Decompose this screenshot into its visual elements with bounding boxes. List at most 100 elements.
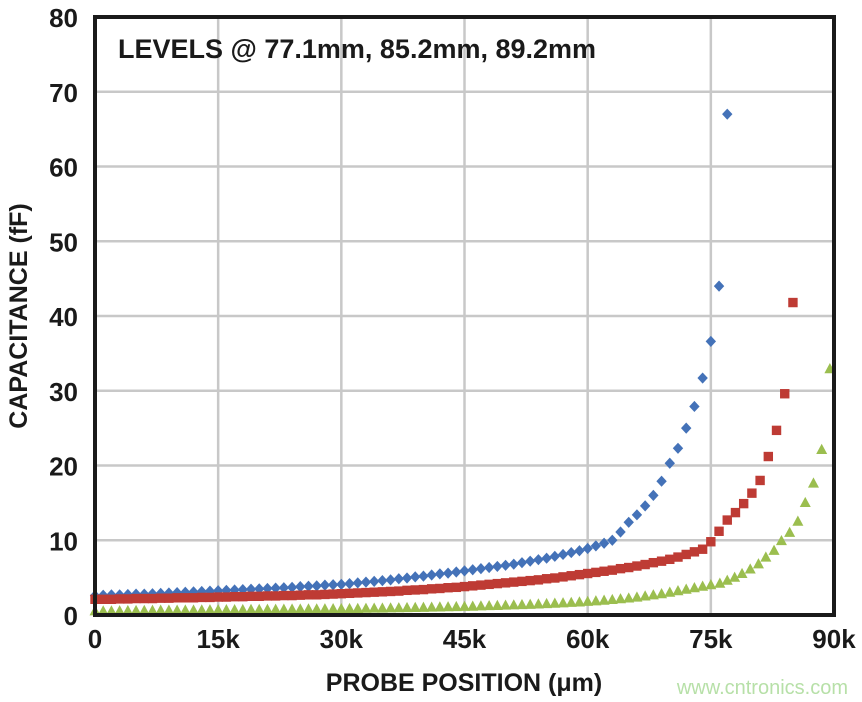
diamond-data-point [524,555,536,567]
diamond-data-point [270,582,281,594]
square-data-point [558,572,568,582]
diamond-data-point [212,585,224,597]
triangle-data-point [138,604,150,615]
diamond-data-point [303,580,314,592]
y-tick-label: 40 [49,302,78,332]
triangle-data-point [220,604,232,615]
triangle-data-point [721,574,733,585]
square-data-point [336,588,347,599]
plot-frame [93,15,836,617]
triangle-data-point [775,534,787,546]
diamond-data-point [410,571,421,583]
triangle-data-point [417,601,429,612]
triangle-data-point [327,603,339,614]
x-tick-label: 75k [689,624,733,654]
diamond-data-point [434,568,446,580]
diamond-data-point [352,577,363,589]
diamond-data-point [451,566,462,578]
square-data-point [574,569,585,580]
diamond-data-point [368,575,380,587]
triangle-data-point [752,558,764,569]
diamond-data-point [508,558,519,570]
data-series-layer [89,108,836,616]
triangle-data-point [816,443,828,454]
square-data-point [229,591,240,602]
triangle-data-point [385,602,397,613]
triangle-data-point [179,604,191,615]
triangle-data-point [491,599,503,610]
x-axis-title: PROBE POSITION (μm) [326,669,602,697]
square-data-point [394,586,404,596]
diamond-data-point [598,537,610,549]
triangle-data-point [541,597,553,609]
square-data-point [451,582,461,593]
diamond-data-point [245,583,257,595]
triangle-data-point [467,600,479,611]
triangle-data-point [656,588,668,599]
x-tick-label: 30k [320,624,364,654]
triangle-data-point [146,604,158,615]
series-level-85-2mm [90,297,798,605]
diamond-data-point [500,559,511,571]
diamond-data-point [648,489,659,501]
diamond-data-point [582,542,593,555]
square-data-point [771,425,782,436]
triangle-data-point [188,604,200,615]
diamond-data-point [327,579,339,591]
square-data-point [738,498,749,509]
square-data-point [599,566,609,576]
square-data-point [582,568,593,579]
square-data-point [722,515,732,525]
diamond-data-point [607,534,618,546]
square-data-point [615,563,626,574]
triangle-data-point [130,604,142,616]
diamond-data-point [475,563,487,575]
triangle-data-point [623,592,635,603]
diamond-data-point [442,567,454,579]
triangle-data-point [784,526,796,537]
diamond-data-point [196,585,207,598]
square-data-point [459,581,470,592]
square-data-point [320,589,330,600]
square-data-point [246,591,256,602]
diamond-data-point [163,587,175,599]
square-data-point [172,593,182,603]
triangle-data-point [442,601,454,612]
triangle-data-point [516,598,528,610]
triangle-data-point [532,598,544,609]
square-data-point [279,590,289,601]
triangle-data-point [736,567,748,579]
diamond-data-point [418,570,429,582]
triangle-data-point [549,597,561,608]
square-data-point [303,590,314,600]
triangle-data-point [606,593,618,605]
triangle-data-point [278,603,290,614]
diamond-data-point [180,586,191,598]
square-data-point [697,544,708,554]
square-data-point [509,577,519,587]
diamond-data-point [664,457,675,469]
square-data-point [402,585,412,596]
y-axis-title: CAPACITANCE (fF) [5,203,33,428]
diamond-data-point [541,552,552,564]
triangle-data-point [311,603,323,614]
triangle-data-point [500,599,512,610]
triangle-data-point [768,544,780,555]
square-data-point [476,580,486,590]
triangle-data-point [688,582,700,593]
x-tick-label: 60k [566,624,610,654]
square-data-point [295,590,305,600]
square-data-point [533,575,544,585]
diamond-data-point [344,578,355,590]
diamond-data-point [697,372,708,384]
square-data-point [426,584,437,594]
x-tick-label: 15k [196,624,240,654]
diamond-data-point [385,574,396,586]
series-level-89-2mm [89,363,836,616]
triangle-data-point [368,602,380,613]
square-data-point [287,590,297,601]
triangle-data-point [105,605,117,616]
triangle-data-point [557,597,569,608]
triangle-data-point [524,598,536,609]
square-data-point [591,567,601,578]
